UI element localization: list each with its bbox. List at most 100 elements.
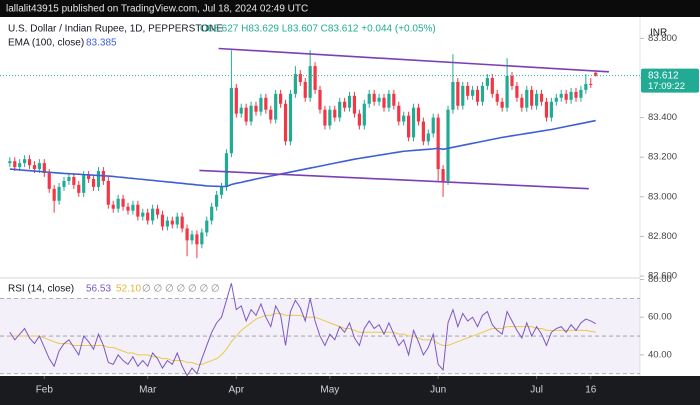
time-tick-label: Jul: [530, 385, 543, 396]
candle-body: [13, 161, 17, 168]
candle-body: [18, 163, 22, 168]
candle-body: [205, 220, 209, 233]
candle-body: [180, 216, 184, 229]
time-tick-label: Mar: [139, 385, 157, 396]
candle-body: [441, 169, 445, 181]
candle-body: [564, 93, 568, 100]
candle-body: [392, 93, 396, 106]
price-tick-label: 83.800: [648, 33, 677, 44]
candle-body: [274, 93, 278, 120]
candle-body: [175, 216, 179, 225]
candle-body: [520, 97, 524, 108]
candle-body: [569, 91, 573, 100]
candle-body: [539, 93, 544, 102]
candle-body: [283, 103, 288, 142]
candle-body: [47, 173, 51, 189]
price-tick-label: 83.400: [648, 112, 677, 123]
candle-body: [377, 97, 381, 102]
price-badge-countdown: 17:09:22: [648, 81, 685, 92]
candle-body: [357, 113, 361, 126]
candle-body: [195, 234, 199, 245]
candle-body: [382, 97, 386, 108]
candle-body: [215, 194, 219, 207]
candle-body: [436, 117, 440, 170]
candle-body: [308, 66, 312, 98]
trendline: [218, 47, 610, 73]
rsi-value: 56.53: [86, 284, 111, 295]
candle-body: [111, 204, 115, 209]
candle-body: [279, 93, 283, 104]
candle-body: [106, 180, 110, 205]
candle-body: [461, 85, 465, 106]
candle-body: [313, 66, 317, 90]
candle-body: [298, 74, 302, 82]
candle-body: [165, 220, 169, 227]
candle-body: [234, 87, 238, 114]
candle-body: [574, 91, 578, 98]
candle-body: [155, 208, 160, 215]
candle-body: [303, 81, 307, 98]
candle-body: [466, 85, 470, 96]
candle-body: [594, 72, 598, 76]
rsi-label: RSI (14, close): [8, 284, 74, 295]
time-tick-label: May: [320, 385, 339, 396]
candle-body: [416, 107, 421, 122]
candle-body: [475, 89, 480, 102]
candle-body: [579, 89, 583, 98]
rsi-tick-label: 40.00: [648, 349, 672, 360]
candle-body: [269, 109, 273, 120]
candle-body: [224, 153, 229, 187]
candle-body: [446, 109, 450, 181]
candle-body: [151, 208, 155, 221]
candle-body: [397, 105, 401, 122]
candle-body: [293, 74, 297, 94]
candle-body: [32, 165, 37, 170]
candle-body: [27, 159, 32, 166]
candle-body: [185, 228, 189, 241]
candle-body: [57, 186, 61, 201]
candle-body: [121, 198, 125, 207]
candle-body: [421, 121, 425, 142]
candle-body: [431, 117, 435, 134]
candle-body: [249, 105, 253, 122]
candle-body: [530, 89, 534, 106]
candle-body: [343, 101, 347, 108]
candle-body: [52, 188, 56, 201]
candle-body: [219, 186, 224, 195]
candle-body: [136, 204, 140, 217]
candle-body: [338, 101, 342, 118]
candle-body: [244, 107, 248, 122]
time-tick-label: Apr: [229, 385, 245, 396]
candle-body: [72, 177, 76, 185]
candle-body: [347, 95, 352, 108]
candle-body: [37, 163, 41, 170]
price-tick-label: 83.000: [648, 191, 677, 202]
candle-body: [554, 97, 558, 102]
candle-body: [170, 220, 174, 225]
candle-body: [490, 77, 494, 94]
rsi-tick-label: 80.00: [648, 274, 672, 285]
candle-body: [190, 234, 194, 241]
candle-body: [254, 105, 258, 112]
time-axis-bar: [0, 376, 700, 405]
ohlc: O83.627 H83.629 L83.607 C83.612 +0.044 (…: [200, 24, 436, 35]
candle-body: [485, 77, 489, 86]
candle-body: [146, 212, 150, 221]
time-tick-label: Feb: [36, 385, 54, 396]
rsi-extra: ∅ ∅ ∅ ∅ ∅ ∅ ∅: [142, 284, 220, 295]
candle-body: [288, 93, 293, 142]
candle-body: [402, 115, 406, 122]
candle-body: [239, 107, 243, 114]
candle-body: [141, 212, 145, 217]
candle-body: [210, 206, 214, 221]
candle-body: [515, 85, 519, 98]
trendline: [199, 169, 589, 190]
legend: U.S. Dollar / Indian Rupee, 1D, PEPPERST…: [8, 24, 667, 295]
candle-body: [352, 95, 357, 114]
candle-body: [480, 85, 485, 102]
time-tick-label: Jun: [430, 385, 446, 396]
candle-body: [229, 87, 233, 154]
candle-body: [362, 103, 366, 126]
